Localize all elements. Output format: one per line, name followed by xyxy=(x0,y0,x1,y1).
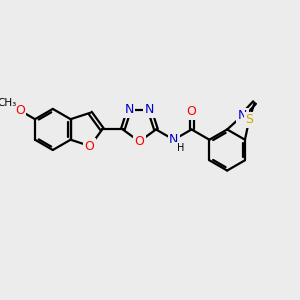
Text: O: O xyxy=(15,104,25,117)
Text: CH₃: CH₃ xyxy=(0,98,16,108)
Text: N: N xyxy=(238,109,247,122)
Text: O: O xyxy=(187,106,196,118)
Text: S: S xyxy=(245,113,253,126)
Text: O: O xyxy=(134,135,144,148)
Text: N: N xyxy=(169,133,178,146)
Text: N: N xyxy=(124,103,134,116)
Text: H: H xyxy=(177,143,184,153)
Text: N: N xyxy=(145,103,154,116)
Text: O: O xyxy=(84,140,94,153)
